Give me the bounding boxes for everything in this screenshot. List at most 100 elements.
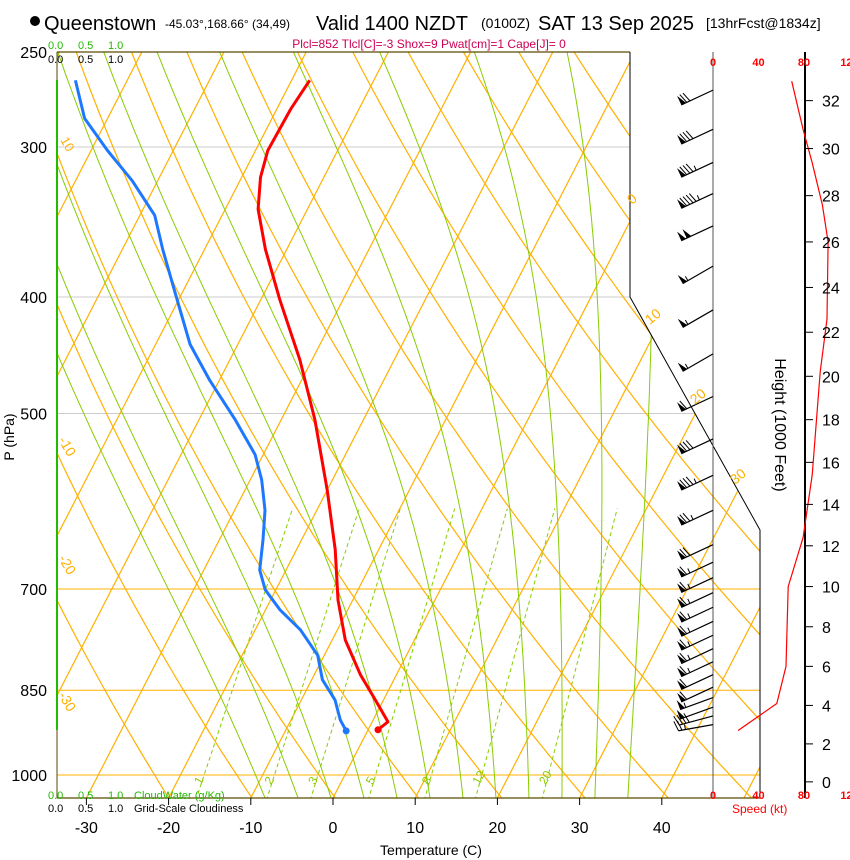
chart-header: Queenstown -45.03°,168.66° (34,49) Valid… [30,13,821,51]
temp-tick-label: 30 [571,820,589,837]
wind-barb [677,674,714,690]
cloud-scale-label: 1.0 [108,803,123,815]
height-tick-label: 26 [822,235,840,252]
dewpoint-line-surface-marker [342,727,350,735]
mixing-ratio-line [367,508,456,798]
height-tick-label: 32 [822,94,840,111]
cloud-scale-label: 0.5 [78,790,93,802]
stability-indices: Plcl=852 Tlcl[C]=-3 Shox=9 Pwat[cm]=1 Ca… [292,37,566,51]
isotherm-line [84,52,483,798]
speed-axis-label: Speed (kt) [732,802,787,816]
isotherm-line [57,52,318,798]
mixing-ratio-label: 1 [191,774,207,787]
mixing-ratio-line [195,508,294,798]
speed-tick-label-bottom: 40 [752,790,764,802]
mixing-ratio-label: 2 [262,774,278,787]
isotherm-label: -10 [55,434,79,460]
cloud-scale-label: 0.5 [78,803,93,815]
height-tick-label: 4 [822,698,831,715]
cloud-scale-label: 1.0 [108,790,123,802]
cloud-scale-label: 0.0 [48,803,63,815]
pressure-tick-label: 500 [20,406,47,423]
pressure-tick-label: 700 [20,582,47,599]
dry-adiabat-line [450,52,760,798]
y-axis-label: P (hPa) [1,413,17,460]
height-tick-label: 0 [822,775,831,792]
wind-barb [677,353,714,372]
dry-adiabat-line [57,52,338,798]
height-tick-label: 24 [822,280,840,297]
dry-adiabat-line [57,52,421,798]
speed-tick-label-top: 40 [752,57,764,69]
height-tick-label: 18 [822,413,840,430]
cloud-scale-label: 1.0 [108,54,123,66]
wind-barb [677,661,714,678]
pressure-tick-label: 400 [20,290,47,307]
speed-tick-label-top: 80 [798,57,810,69]
temp-tick-label: 20 [489,820,507,837]
moist-adiabat-line [57,52,267,798]
cloud-scale-label: 0.5 [78,40,93,52]
mixing-ratio-label: 3 [305,774,321,787]
wind-barb [677,474,714,491]
moist-adiabat-line [283,52,497,798]
temp-tick-label: 0 [329,820,338,837]
dry-adiabat-line [286,52,760,798]
height-tick-label: 20 [822,369,840,386]
height-tick-label: 28 [822,189,840,206]
isotherm-label: -20 [55,552,79,578]
wind-barb [677,89,714,106]
dry-adiabat-line [67,52,505,798]
moist-adiabat-line [466,52,563,798]
x-axis-label: Temperature (C) [380,842,482,858]
isotherm-line [57,52,154,798]
cloud-scale-label: 0.0 [48,40,63,52]
height-tick-label: 8 [822,620,831,637]
station-name: Queenstown [44,13,156,35]
height-tick-label: 12 [822,539,840,556]
plot-boundary-line [629,52,761,798]
isotherm-label: 30 [727,465,749,487]
dry-adiabat-line [57,52,171,798]
station-coords: -45.03°,168.66° (34,49) [165,17,290,31]
dry-adiabat-line [57,52,255,798]
isotherm-label: 10 [57,134,77,154]
speed-tick-label-bottom: 0 [710,790,716,802]
wind-barb [677,395,714,412]
moist-adiabat-line [148,52,431,798]
mixing-ratio-label: 20 [536,768,555,787]
station-dot-icon [30,16,40,26]
isotherm-line [331,52,729,798]
moist-adiabat-line [57,52,333,798]
dry-adiabat-line [177,52,671,798]
mixing-ratio-line [309,508,401,798]
wind-barb [677,509,714,526]
wind-barb [677,438,714,455]
moist-adiabat-line [95,52,398,798]
wind-barb [677,192,714,209]
isotherm-line [577,52,760,798]
mixing-ratio-line [474,508,556,798]
temperature-line [256,79,390,731]
moist-adiabat-line [57,52,366,798]
mixing-ratio-line [265,508,360,798]
height-tick-label: 22 [822,325,840,342]
wind-barb [677,620,714,637]
dry-adiabat-line [560,52,760,798]
wind-barb [677,225,714,242]
wind-barb [677,592,714,608]
cloud-scale-label: 1.0 [108,40,123,52]
speed-tick-label-bottom: 80 [798,790,810,802]
wind-barb [677,161,714,178]
forecast-info: [13hrFcst@1834z] [706,15,821,31]
isotherm-line [166,52,565,798]
temp-tick-label: 40 [653,820,671,837]
cloud-water-label: CloudWater (g/Kg) [134,790,225,802]
temperature-line-surface-marker [374,726,382,734]
temp-tick-label: -10 [239,820,262,837]
wind-barb [676,696,714,711]
height-tick-label: 2 [822,737,831,754]
cloud-scale-label: 0.0 [48,54,63,66]
moist-adiabat-line [369,52,530,798]
